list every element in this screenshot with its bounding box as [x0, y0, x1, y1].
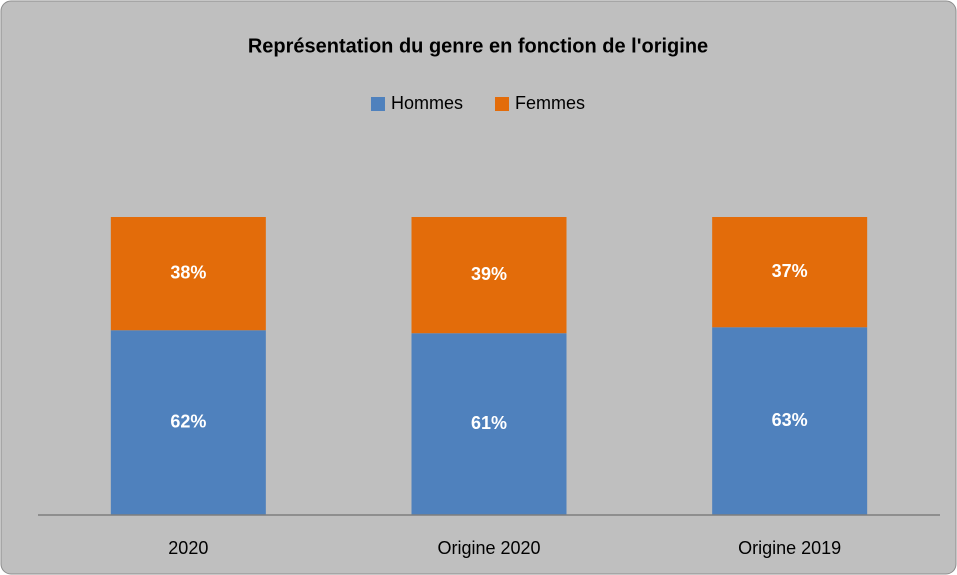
- x-tick-label: Origine 2019: [738, 538, 841, 558]
- bar: [712, 217, 868, 328]
- x-tick-label: Origine 2020: [437, 538, 540, 558]
- bar: [411, 217, 567, 334]
- bar: [110, 330, 266, 515]
- data-label: 61%: [471, 413, 507, 433]
- bar: [110, 217, 266, 331]
- bar: [411, 333, 567, 515]
- data-label: 39%: [471, 264, 507, 284]
- data-label: 63%: [772, 410, 808, 430]
- legend-label: Hommes: [391, 93, 463, 113]
- x-tick-label: 2020: [168, 538, 208, 558]
- data-label: 38%: [170, 262, 206, 282]
- legend-swatch: [370, 97, 385, 111]
- bar: [712, 327, 868, 515]
- data-label: 37%: [772, 261, 808, 281]
- legend-label: Femmes: [515, 93, 585, 113]
- data-label: 62%: [170, 411, 206, 431]
- legend-swatch: [495, 97, 509, 111]
- chart-title: Représentation du genre en fonction de l…: [248, 35, 708, 57]
